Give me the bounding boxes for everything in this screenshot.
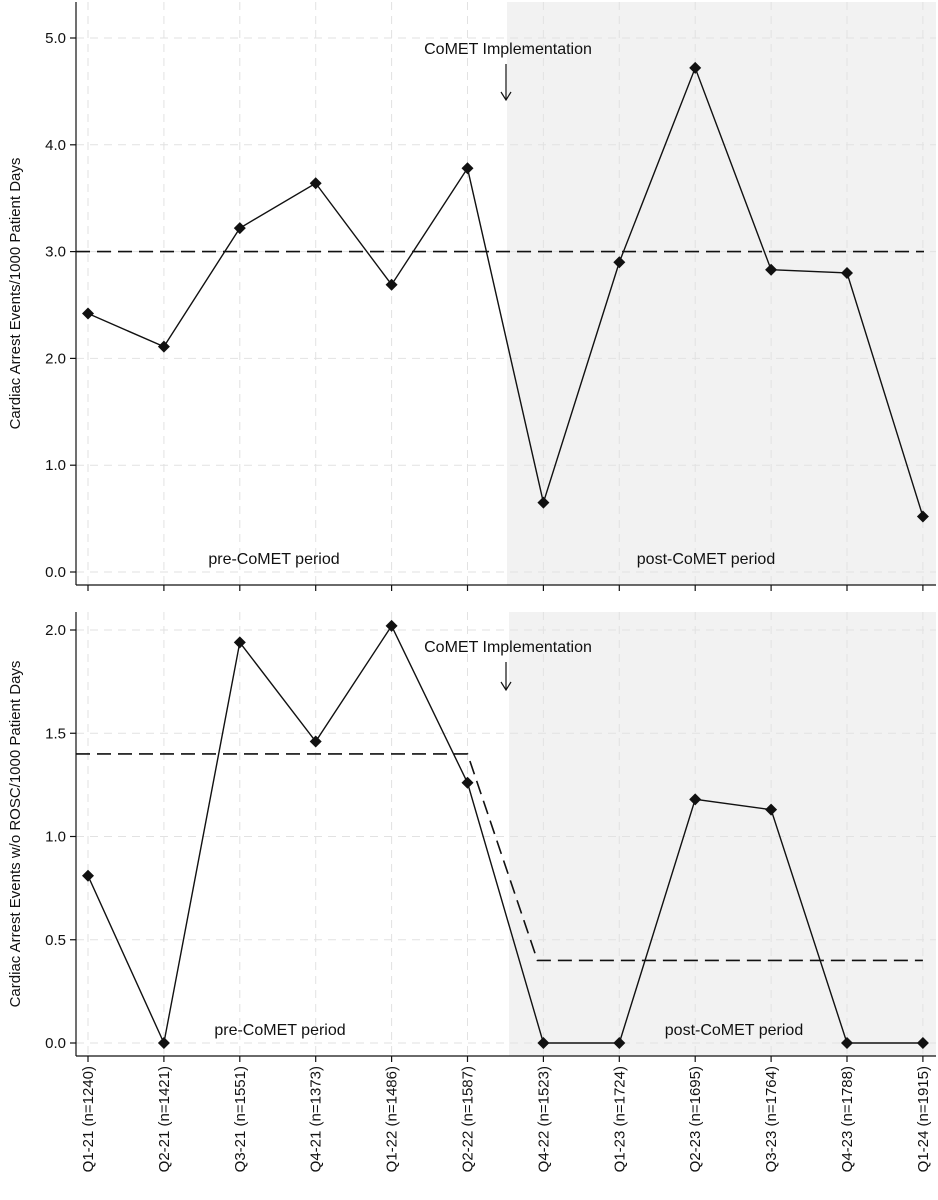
pre-period-label: pre-CoMET period bbox=[208, 551, 339, 568]
reference-line-dashed bbox=[76, 753, 923, 962]
data-point-marker bbox=[461, 162, 474, 175]
data-point-marker bbox=[841, 1037, 853, 1049]
y-tick-label: 1.5 bbox=[45, 725, 66, 742]
series-line bbox=[87, 624, 923, 1046]
chart-panel-top: 0.0 1.0 2.0 3.0 4.0 5.0 Cardiac Arrest Events… bbox=[7, 2, 936, 591]
y-tick-label: 0.0 bbox=[45, 1035, 66, 1052]
post-period-label: post-CoMET period bbox=[637, 551, 775, 568]
x-tick-label: Q2-23 (n=1695) bbox=[687, 1066, 704, 1172]
y-tick-label: 2.0 bbox=[45, 350, 66, 367]
post-period-shade bbox=[507, 2, 936, 585]
data-point-marker bbox=[461, 776, 474, 789]
data-point-marker bbox=[613, 256, 626, 269]
x-tick-label: Q4-23 (n=1788) bbox=[839, 1066, 856, 1172]
implementation-arrow-icon bbox=[500, 662, 512, 692]
x-tick-label: Q1-24 (n=1915) bbox=[915, 1066, 932, 1172]
implementation-label: CoMET Implementation bbox=[424, 41, 592, 58]
x-ticks bbox=[87, 585, 924, 591]
y-axis-label: Cardiac Arrest Events/1000 Patient Days bbox=[7, 158, 24, 430]
pre-period-label: pre-CoMET period bbox=[214, 1022, 345, 1039]
y-tick-label: 0.0 bbox=[45, 564, 66, 581]
x-tick-label: Q4-22 (n=1523) bbox=[535, 1066, 552, 1172]
data-point-marker bbox=[309, 177, 322, 190]
grid bbox=[76, 612, 936, 1056]
data-point-marker bbox=[841, 266, 853, 279]
data-point-marker bbox=[233, 222, 246, 235]
y-tick-label: 3.0 bbox=[45, 244, 66, 261]
data-point-marker bbox=[689, 61, 702, 74]
data-markers bbox=[82, 61, 929, 523]
y-axis-label: Cardiac Arrest Events w/o ROSC/1000 Pati… bbox=[7, 661, 24, 1008]
data-point-marker bbox=[916, 510, 929, 523]
data-point-marker bbox=[916, 1037, 929, 1049]
x-tick-label: Q4-21 (n=1373) bbox=[308, 1066, 325, 1172]
data-point-marker bbox=[157, 340, 170, 353]
y-tick-label: 1.0 bbox=[45, 829, 66, 846]
x-tick-label: Q2-22 (n=1587) bbox=[460, 1066, 477, 1172]
data-point-marker bbox=[82, 307, 94, 320]
y-tick-label: 0.5 bbox=[45, 932, 66, 949]
y-ticks: 0.0 1.0 2.0 3.0 4.0 5.0 bbox=[45, 30, 76, 581]
implementation-arrow-icon bbox=[500, 64, 512, 102]
data-point-marker bbox=[537, 496, 550, 509]
series-line bbox=[87, 65, 924, 517]
y-tick-label: 5.0 bbox=[45, 30, 66, 47]
data-point-marker bbox=[537, 1037, 550, 1049]
y-ticks: 0.0 0.5 1.0 1.5 2.0 bbox=[45, 622, 76, 1052]
data-markers bbox=[82, 619, 929, 1049]
data-point-marker bbox=[82, 869, 94, 882]
data-point-marker bbox=[385, 619, 398, 632]
x-ticks: Q1-21 (n=1240) Q2-21 (n=1421) Q3-21 (n=155… bbox=[80, 1056, 932, 1172]
data-point-marker bbox=[385, 278, 398, 291]
data-point-marker bbox=[765, 803, 778, 816]
data-point-marker bbox=[689, 793, 702, 806]
y-tick-label: 4.0 bbox=[45, 137, 66, 154]
data-point-marker bbox=[309, 735, 322, 748]
x-tick-label: Q3-23 (n=1764) bbox=[763, 1066, 780, 1172]
x-tick-label: Q1-21 (n=1240) bbox=[80, 1066, 97, 1172]
x-tick-label: Q1-22 (n=1486) bbox=[384, 1066, 401, 1172]
data-point-marker bbox=[233, 636, 246, 649]
y-tick-label: 1.0 bbox=[45, 457, 66, 474]
x-tick-label: Q3-21 (n=1551) bbox=[232, 1066, 249, 1172]
data-point-marker bbox=[613, 1037, 626, 1049]
x-tick-label: Q1-23 (n=1724) bbox=[611, 1066, 628, 1172]
data-point-marker bbox=[765, 263, 778, 276]
chart-panel-bottom: 0.0 0.5 1.0 1.5 2.0 Q1-21 (n=1240) Q2-21 (n=1… bbox=[7, 612, 936, 1172]
x-tick-label: Q2-21 (n=1421) bbox=[156, 1066, 173, 1172]
post-period-shade bbox=[509, 612, 936, 1056]
data-point-marker bbox=[157, 1037, 170, 1049]
implementation-label: CoMET Implementation bbox=[424, 639, 592, 656]
y-tick-label: 2.0 bbox=[45, 622, 66, 639]
post-period-label: post-CoMET period bbox=[665, 1022, 803, 1039]
